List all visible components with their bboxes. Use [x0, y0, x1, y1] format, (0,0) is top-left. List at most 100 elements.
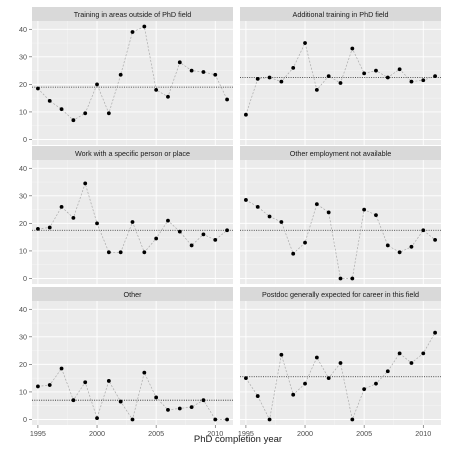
- data-point: [130, 417, 135, 422]
- y-tick-label: 10: [19, 387, 27, 396]
- facet-strip: [240, 287, 441, 301]
- data-point: [244, 198, 248, 202]
- data-point: [47, 383, 52, 387]
- data-point: [326, 376, 331, 381]
- x-tick-label: 2010: [207, 429, 223, 438]
- x-axis-title: PhD completion year: [194, 434, 282, 445]
- data-point: [59, 366, 64, 371]
- facet-strip: [32, 287, 233, 301]
- data-point: [255, 204, 260, 209]
- data-point: [279, 79, 284, 84]
- data-point: [385, 243, 390, 248]
- data-point: [267, 75, 272, 80]
- data-point: [303, 381, 307, 386]
- data-point: [397, 67, 402, 72]
- data-point: [166, 94, 170, 99]
- data-point: [267, 214, 272, 219]
- data-point: [433, 74, 437, 79]
- data-point: [47, 99, 52, 103]
- data-point: [279, 352, 284, 357]
- y-tick-label: 30: [19, 191, 27, 200]
- data-point: [326, 210, 331, 215]
- data-point: [409, 361, 414, 365]
- facet-title: Postdoc generally expected for career in…: [262, 290, 419, 299]
- data-point: [189, 243, 194, 248]
- x-tick-label: 2000: [89, 429, 105, 438]
- data-point: [374, 381, 378, 386]
- data-point: [142, 24, 147, 29]
- data-point: [142, 370, 147, 375]
- data-point: [421, 351, 426, 356]
- data-point: [201, 70, 206, 74]
- panel-background: [32, 301, 233, 425]
- data-point: [350, 46, 355, 51]
- data-point: [303, 240, 307, 245]
- x-tick-label: 2000: [297, 429, 313, 438]
- data-point: [177, 60, 182, 65]
- x-tick-label: 2005: [148, 429, 164, 438]
- x-tick-label: 1995: [238, 429, 254, 438]
- data-point: [385, 369, 390, 374]
- data-point: [314, 202, 319, 206]
- facet-panel-5: Other 0 10 20 30 40 1995 2000 2005 2010: [19, 287, 233, 438]
- data-point: [433, 330, 437, 335]
- data-point: [409, 79, 414, 84]
- data-point: [201, 232, 206, 237]
- data-point: [267, 417, 272, 422]
- data-point: [95, 82, 99, 87]
- data-point: [225, 417, 229, 422]
- data-point: [409, 244, 414, 249]
- data-point: [177, 406, 182, 411]
- data-point: [118, 399, 123, 404]
- data-point: [213, 72, 218, 77]
- data-point: [166, 407, 170, 412]
- data-point: [142, 250, 147, 255]
- data-point: [397, 351, 402, 356]
- facet-strip: [32, 146, 233, 160]
- facet-title: Other: [124, 290, 143, 299]
- data-point: [338, 81, 343, 85]
- data-point: [255, 394, 260, 398]
- data-point: [177, 229, 182, 234]
- facet-panel-3: Work with a specific person or place 0 10 2…: [19, 146, 233, 284]
- data-point: [244, 376, 248, 381]
- x-tick-label: 1995: [30, 429, 46, 438]
- facet-panel-2: Additional training in PhD field: [240, 7, 441, 145]
- data-point: [59, 204, 64, 209]
- y-tick-label: 30: [19, 52, 27, 61]
- data-point: [154, 395, 159, 400]
- data-point: [374, 68, 378, 73]
- data-point: [326, 74, 331, 79]
- panel-background: [240, 160, 441, 284]
- data-point: [36, 86, 40, 91]
- data-point: [362, 71, 367, 76]
- data-point: [71, 398, 76, 403]
- facet-panel-6: Postdoc generally expected for career in…: [238, 287, 441, 438]
- data-point: [71, 215, 76, 220]
- data-point: [154, 236, 159, 241]
- data-point: [189, 68, 194, 73]
- x-tick-label: 2005: [356, 429, 372, 438]
- data-point: [350, 417, 355, 422]
- data-point: [106, 379, 111, 383]
- data-point: [314, 87, 319, 92]
- data-point: [130, 220, 135, 224]
- data-point: [83, 181, 88, 186]
- y-tick-label: 10: [19, 107, 27, 116]
- data-point: [362, 207, 367, 212]
- data-point: [291, 392, 296, 397]
- y-tick-label: 20: [19, 80, 27, 89]
- data-point: [130, 30, 135, 34]
- data-point: [244, 112, 248, 117]
- data-point: [385, 75, 390, 80]
- data-point: [95, 221, 99, 226]
- facet-panel-1: Training in areas outside of PhD field 0 1…: [19, 7, 233, 145]
- data-point: [338, 276, 343, 281]
- data-point: [106, 111, 111, 116]
- data-point: [201, 398, 206, 403]
- data-point: [225, 228, 229, 233]
- facet-title: Additional training in PhD field: [293, 10, 389, 19]
- data-point: [47, 225, 52, 230]
- y-tick-label: 0: [23, 274, 27, 283]
